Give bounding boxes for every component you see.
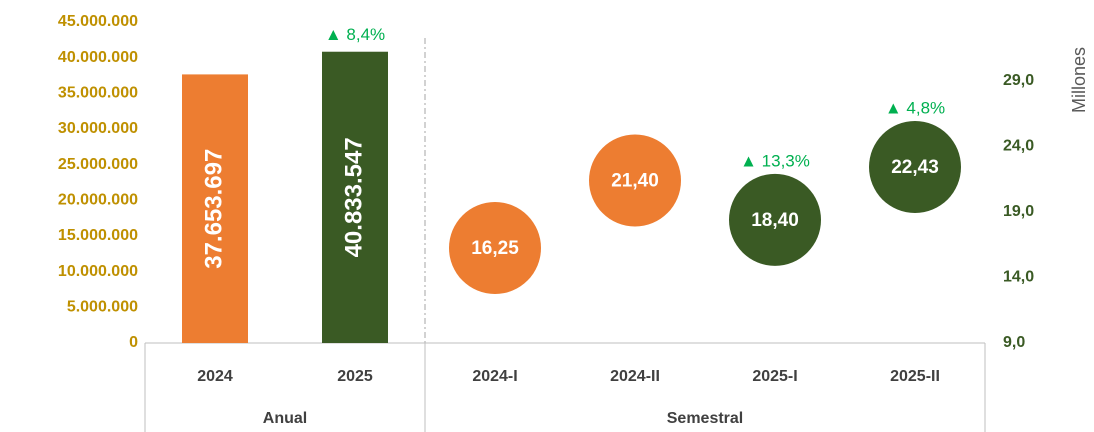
x-tick-label: 2024-I xyxy=(472,368,517,385)
y2-tick-label: 24,0 xyxy=(1003,138,1034,155)
x-tick-label: 2025-I xyxy=(752,368,797,385)
y-tick-label: 5.000.000 xyxy=(67,299,138,316)
y-tick-label: 25.000.000 xyxy=(58,156,138,173)
bubble-label: 16,25 xyxy=(471,238,519,259)
group-label: Anual xyxy=(263,410,307,427)
annotation: ▲ 13,3% xyxy=(740,151,810,170)
bubble xyxy=(589,134,681,227)
y-tick-label: 20.000.000 xyxy=(58,192,138,209)
bar-label: 37.653.697 xyxy=(200,149,227,269)
bubble xyxy=(729,173,821,266)
y-tick-label: 15.000.000 xyxy=(58,227,138,244)
y-tick-label: 30.000.000 xyxy=(58,120,138,137)
x-tick-label: 2024 xyxy=(197,368,233,385)
bar xyxy=(182,74,248,343)
annotation: ▲ 4,8% xyxy=(885,99,945,118)
bubble-label: 18,40 xyxy=(751,210,799,231)
y2-tick-label: 9,0 xyxy=(1003,334,1025,351)
y2-tick-label: 19,0 xyxy=(1003,203,1034,220)
bubble-label: 21,40 xyxy=(611,171,659,192)
y2-tick-label: 29,0 xyxy=(1003,72,1034,89)
group-label: Semestral xyxy=(667,410,744,427)
y-tick-label: 0 xyxy=(129,334,138,351)
bar xyxy=(322,51,388,343)
x-tick-label: 2025-II xyxy=(890,368,940,385)
bar-label: 40.833.547 xyxy=(340,137,367,257)
y-tick-label: 35.000.000 xyxy=(58,85,138,102)
y-tick-label: 45.000.000 xyxy=(58,13,138,30)
annotation: ▲ 8,4% xyxy=(325,25,385,44)
bubble xyxy=(449,202,541,295)
y2-title: Millones xyxy=(1069,47,1089,113)
y2-tick-label: 14,0 xyxy=(1003,269,1034,286)
y-tick-label: 40.000.000 xyxy=(58,49,138,66)
y-tick-label: 10.000.000 xyxy=(58,263,138,280)
bubble xyxy=(869,121,961,214)
bubble-label: 22,43 xyxy=(891,157,939,178)
x-tick-label: 2025 xyxy=(337,368,373,385)
x-tick-label: 2024-II xyxy=(610,368,660,385)
